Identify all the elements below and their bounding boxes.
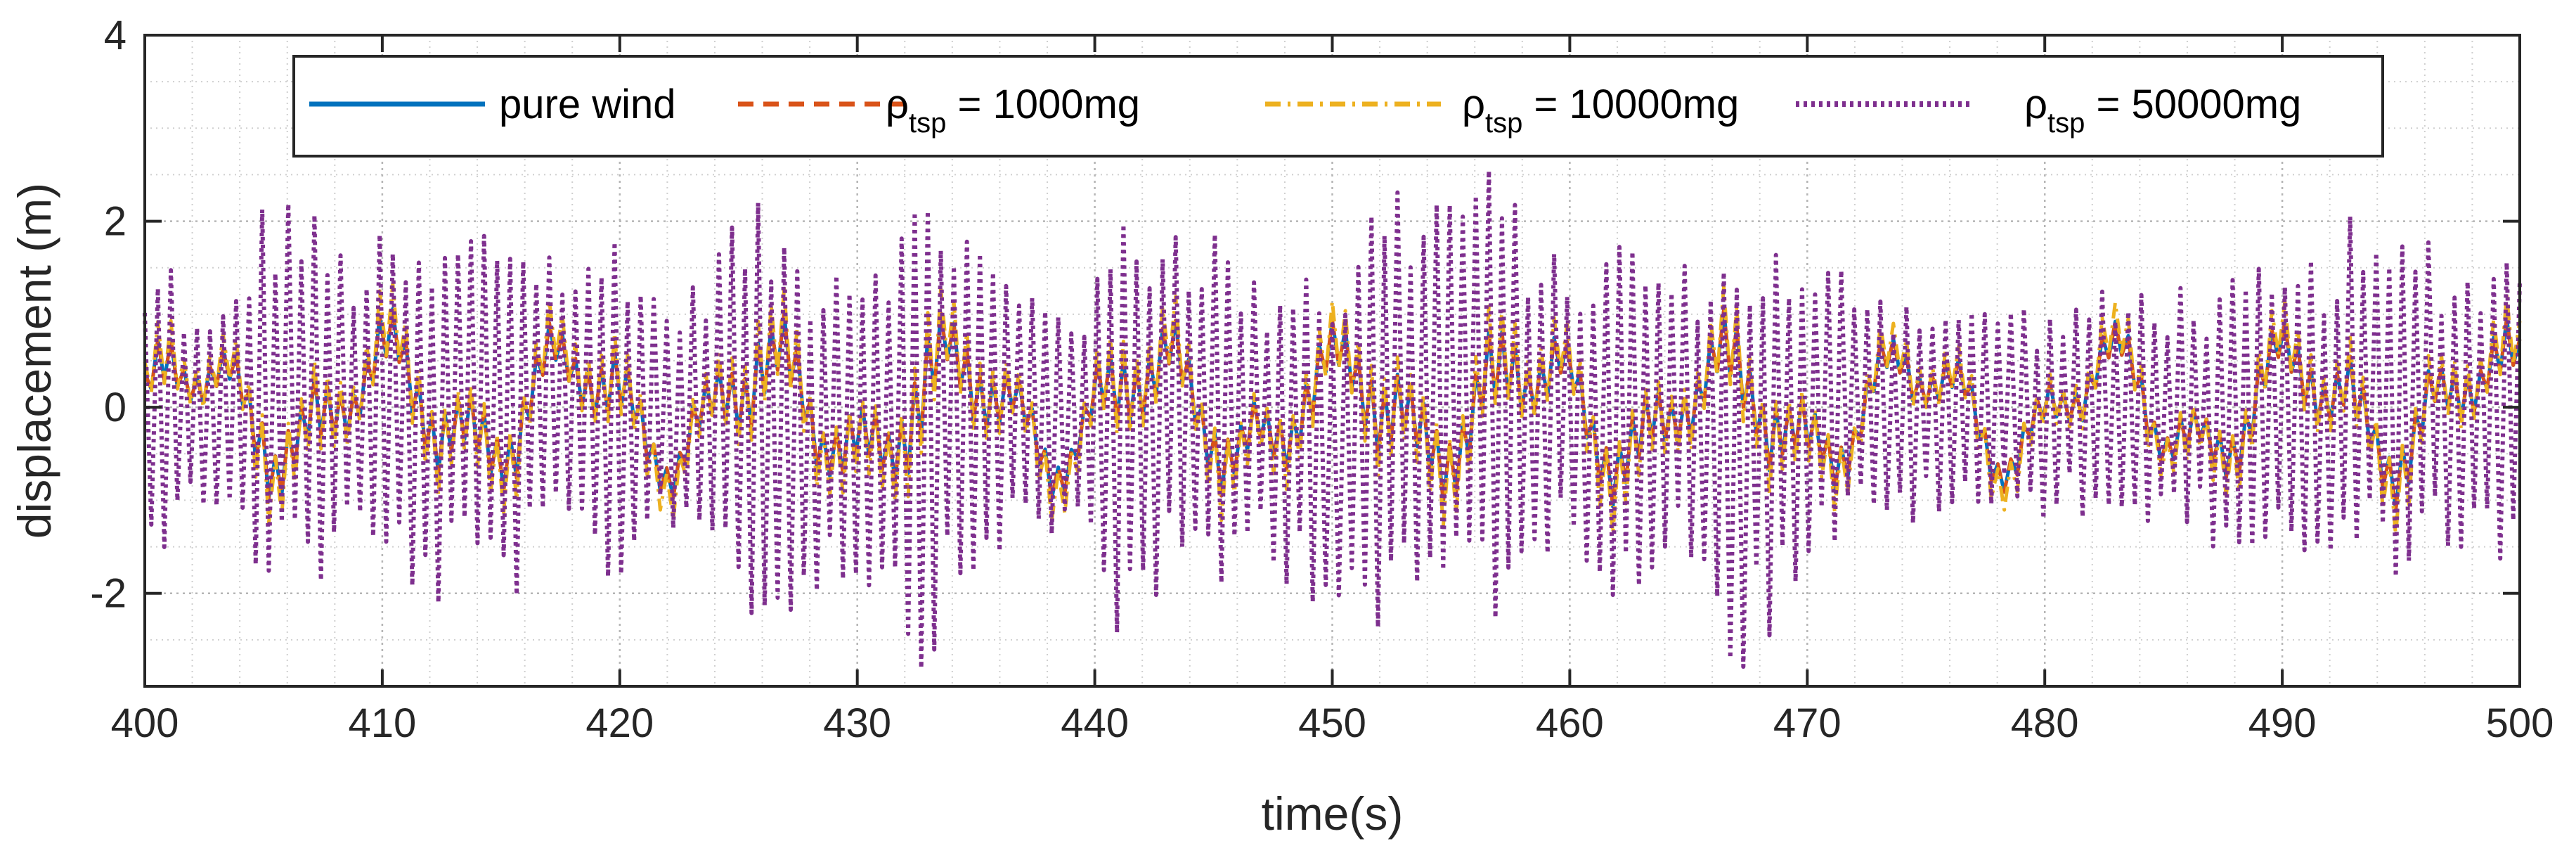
x-tick-label: 500 <box>2486 700 2554 746</box>
x-tick-label: 430 <box>823 700 891 746</box>
y-tick-label: 2 <box>104 199 127 245</box>
x-tick-label: 420 <box>585 700 654 746</box>
x-tick-label: 400 <box>111 700 179 746</box>
series-line--tsp-50000mg <box>143 168 2522 671</box>
data-series <box>143 168 2522 671</box>
x-tick-label: 450 <box>1298 700 1366 746</box>
y-tick-label: -2 <box>90 571 127 617</box>
legend-entry-label: ρtsp = 50000mg <box>2024 82 2301 139</box>
x-axis-label: time(s) <box>1262 788 1404 840</box>
x-tick-label: 440 <box>1061 700 1129 746</box>
y-axis-label: displacement (m) <box>8 183 60 539</box>
x-tick-label: 480 <box>2011 700 2079 746</box>
y-tick-label: 0 <box>104 385 127 430</box>
x-tick-label: 470 <box>1773 700 1842 746</box>
legend-entry-label: ρtsp = 10000mg <box>1462 82 1739 139</box>
legend-entry-label: ρtsp = 1000mg <box>886 82 1140 139</box>
y-tick-label: 4 <box>104 13 127 58</box>
legend: pure wind ρtsp = 1000mg ρtsp = 10000mg ρtsp… <box>292 55 2384 158</box>
x-tick-label: 460 <box>1536 700 1604 746</box>
x-tick-label: 490 <box>2248 700 2317 746</box>
x-tick-label: 410 <box>349 700 417 746</box>
legend-entry-label: pure wind <box>499 82 675 127</box>
axes <box>143 34 2521 688</box>
tick-labels: 400 410 420 430 440 450 460 470 480 490 500 -2 0 2 4 <box>90 13 2554 746</box>
